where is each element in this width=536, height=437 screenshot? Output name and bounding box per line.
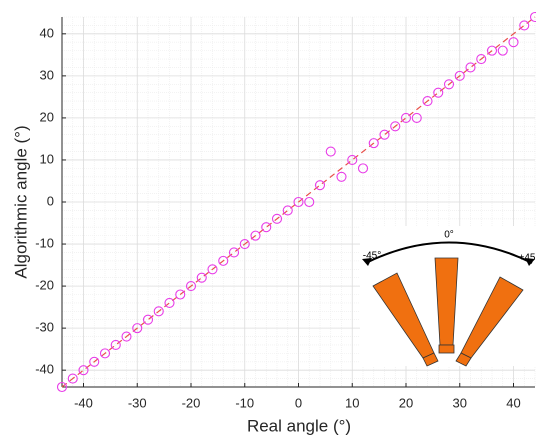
- point: [271, 213, 283, 224]
- point: [293, 196, 304, 208]
- point: [325, 146, 336, 157]
- point: [282, 205, 293, 216]
- point: [56, 381, 68, 393]
- point: [78, 365, 89, 376]
- y-tick-label: 20: [40, 109, 54, 124]
- x-tick-label: -40: [74, 395, 93, 410]
- point: [89, 356, 100, 367]
- point: [99, 348, 111, 359]
- arrow-head: [525, 258, 535, 266]
- point: [390, 121, 401, 132]
- y-tick-label: -10: [35, 235, 54, 250]
- y-tick-label: 10: [40, 151, 54, 166]
- x-tick-label: -30: [128, 395, 147, 410]
- sensor-cap: [422, 352, 439, 367]
- point: [433, 87, 444, 98]
- point: [454, 70, 465, 81]
- point: [368, 138, 379, 149]
- point: [153, 306, 164, 317]
- x-tick-label: -10: [235, 395, 254, 410]
- point: [142, 314, 154, 325]
- point: [422, 96, 433, 107]
- point: [411, 112, 422, 123]
- point: [239, 238, 250, 250]
- arc-arrow: [365, 241, 533, 264]
- point: [185, 281, 197, 292]
- point: [132, 323, 143, 334]
- point: [304, 196, 315, 208]
- point: [529, 11, 536, 23]
- y-tick-label: -30: [35, 320, 54, 335]
- y-tick-label: -40: [35, 362, 54, 377]
- point: [486, 45, 498, 56]
- point: [228, 247, 240, 258]
- x-tick-label: 40: [506, 395, 520, 410]
- x-tick-label: 20: [399, 395, 413, 410]
- point: [379, 129, 390, 140]
- inset-diagram: -45° 0° +45: [360, 226, 536, 367]
- point: [164, 297, 175, 308]
- point: [207, 264, 218, 275]
- x-axis-label: Real angle (°): [247, 416, 351, 435]
- point: [110, 339, 121, 351]
- point: [314, 180, 326, 191]
- sensor-cap: [438, 344, 455, 354]
- arrow-head: [362, 258, 372, 266]
- annotation: -45°: [363, 251, 381, 262]
- annotation: 0°: [444, 230, 454, 241]
- annotation: +45: [519, 253, 536, 264]
- point: [443, 79, 455, 90]
- point: [476, 53, 487, 65]
- point: [347, 154, 358, 166]
- y-tick-label: -20: [35, 278, 54, 293]
- point: [508, 37, 519, 48]
- x-tick-label: -20: [182, 395, 201, 410]
- point: [67, 373, 78, 384]
- x-tick-label: 0: [295, 395, 302, 410]
- point: [400, 112, 412, 123]
- x-tick-label: 30: [453, 395, 467, 410]
- y-axis-label: Algorithmic angle (°): [11, 125, 30, 278]
- point: [196, 272, 207, 283]
- x-tick-label: 10: [345, 395, 359, 410]
- point: [357, 163, 369, 174]
- point: [121, 331, 132, 342]
- point: [250, 230, 261, 241]
- y-tick-label: 0: [47, 193, 54, 208]
- sensor-cap: [455, 352, 472, 367]
- point: [465, 62, 476, 73]
- point: [218, 255, 229, 266]
- point: [497, 45, 508, 56]
- plot-area: -40 -30 -20 -10 0 10 20 30 40 -40 -30 -20 -10 0 10 20 30…: [35, 11, 536, 410]
- y-tick-label: 30: [40, 67, 54, 82]
- y-tick-label: 40: [40, 25, 54, 40]
- point: [519, 20, 530, 31]
- point: [261, 222, 272, 233]
- point: [175, 289, 186, 300]
- point: [336, 171, 347, 182]
